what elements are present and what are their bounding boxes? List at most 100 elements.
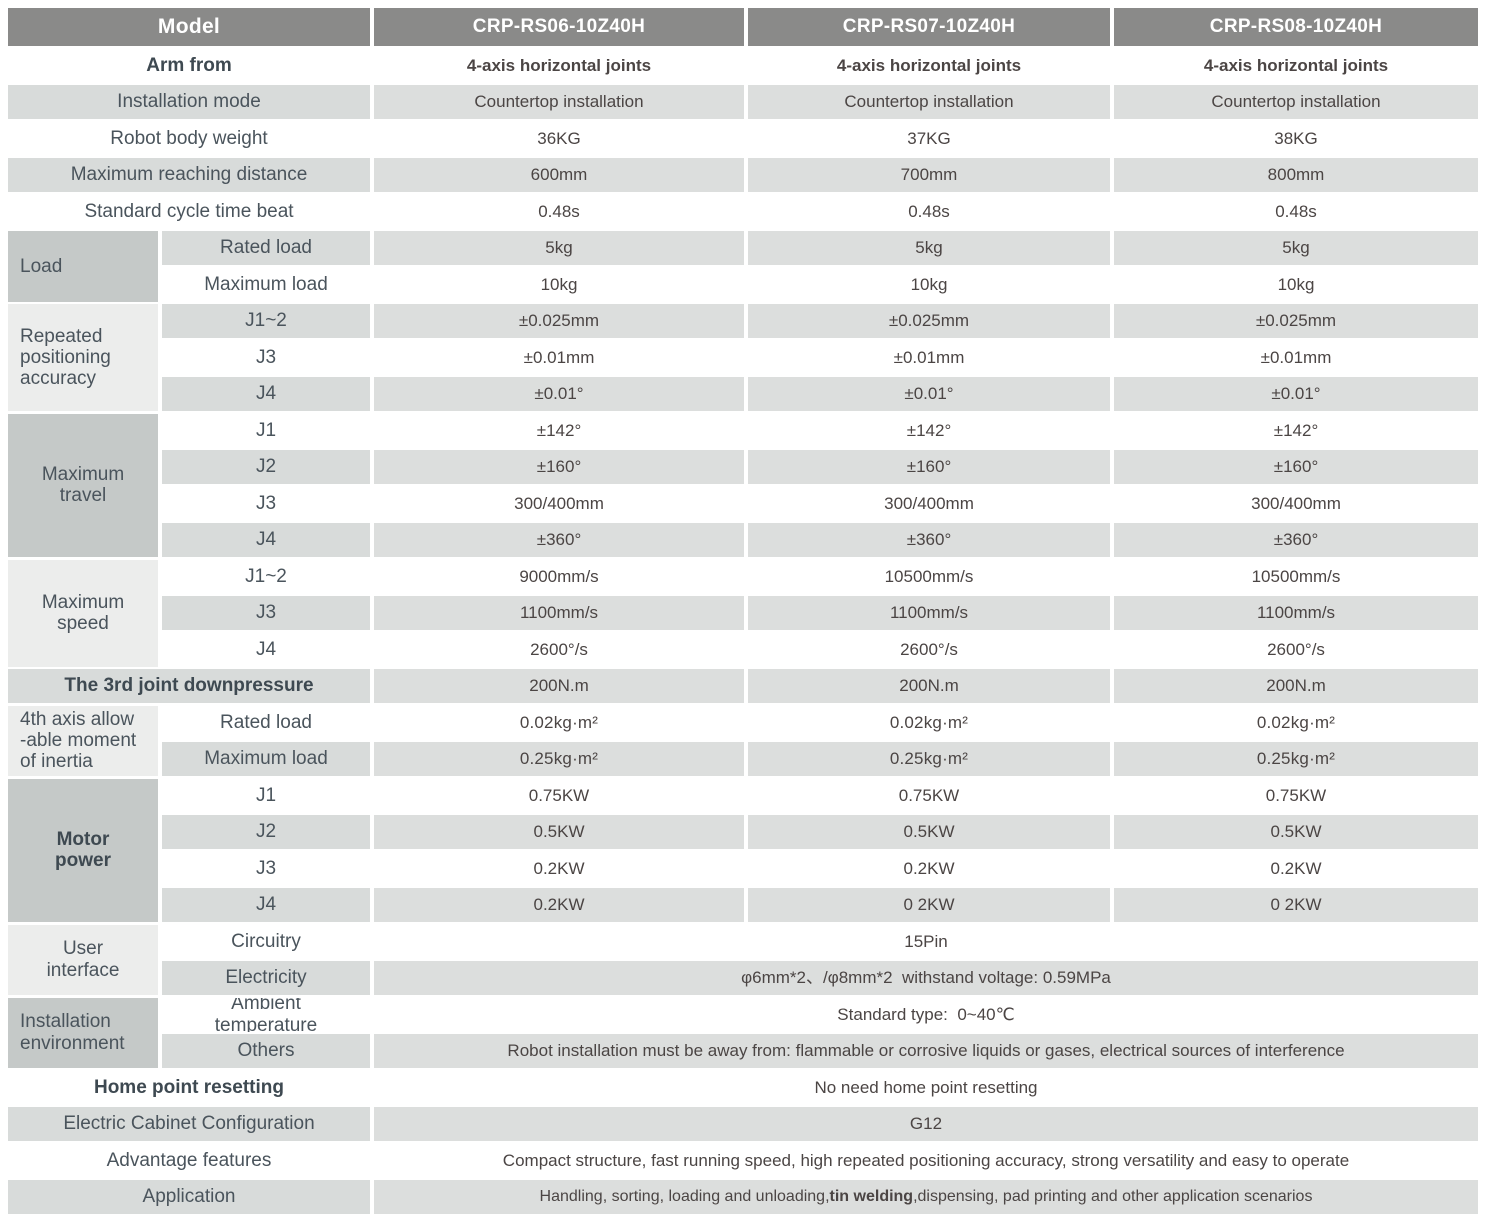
motor-j1-value: 0.75KW — [374, 778, 744, 813]
motor-j4-label: J4 — [162, 888, 370, 922]
electricity-value: φ6mm*2、/φ8mm*2 withstand voltage: 0.59MP… — [374, 961, 1478, 995]
accuracy-group-label: Repeated positioning accuracy — [8, 304, 158, 411]
accuracy-j1-2-label: J1~2 — [162, 304, 370, 338]
home-point-label: Home point resetting — [8, 1070, 370, 1105]
speed-group-label: Maximum speed — [8, 559, 158, 667]
user-interface-group-label: User interface — [8, 924, 158, 995]
installation-mode-value: Countertop installation — [748, 85, 1110, 119]
others-value: Robot installation must be away from: fl… — [374, 1034, 1478, 1068]
inertia-rated-value: 0.02kg·m² — [748, 705, 1110, 740]
accuracy-j1-2-value: ±0.025mm — [374, 304, 744, 338]
travel-j4-value: ±360° — [1114, 523, 1478, 557]
accuracy-j3-label: J3 — [162, 340, 370, 375]
model-header-label: Model — [8, 8, 370, 46]
motor-j2-value: 0.5KW — [1114, 815, 1478, 849]
inertia-maximum-label: Maximum load — [162, 742, 370, 776]
ambient-temperature-value: Standard type: 0~40℃ — [374, 997, 1478, 1032]
downpressure-value: 200N.m — [1114, 669, 1478, 703]
accuracy-j4-value: ±0.01° — [1114, 377, 1478, 411]
inertia-rated-label: Rated load — [162, 705, 370, 740]
inertia-maximum-value: 0.25kg·m² — [374, 742, 744, 776]
motor-j3-value: 0.2KW — [1114, 851, 1478, 886]
max-reaching-distance-value: 600mm — [374, 158, 744, 192]
speed-j4-value: 2600°/s — [1114, 632, 1478, 667]
speed-j3-value: 1100mm/s — [374, 596, 744, 630]
travel-j2-value: ±160° — [1114, 450, 1478, 484]
application-label: Application — [8, 1180, 370, 1214]
accuracy-j1-2-value: ±0.025mm — [748, 304, 1110, 338]
accuracy-j4-value: ±0.01° — [748, 377, 1110, 411]
downpressure-value: 200N.m — [748, 669, 1110, 703]
speed-j4-value: 2600°/s — [374, 632, 744, 667]
electricity-label: Electricity — [162, 961, 370, 995]
speed-j4-value: 2600°/s — [748, 632, 1110, 667]
model-name-column-header: CRP-RS08-10Z40H — [1114, 8, 1478, 46]
travel-j2-label: J2 — [162, 450, 370, 484]
downpressure-value: 200N.m — [374, 669, 744, 703]
travel-j1-value: ±142° — [1114, 413, 1478, 448]
model-name-column-header: CRP-RS07-10Z40H — [748, 8, 1110, 46]
cycle-time-label: Standard cycle time beat — [8, 194, 370, 229]
maximum-load-label: Maximum load — [162, 267, 370, 302]
travel-j4-value: ±360° — [748, 523, 1110, 557]
robot-body-weight-value: 38KG — [1114, 121, 1478, 156]
inertia-maximum-value: 0.25kg·m² — [1114, 742, 1478, 776]
maximum-load-value: 10kg — [748, 267, 1110, 302]
travel-j4-label: J4 — [162, 523, 370, 557]
motor-j2-label: J2 — [162, 815, 370, 849]
installation-mode-value: Countertop installation — [374, 85, 744, 119]
arm-from-label: Arm from — [8, 48, 370, 83]
ambient-temperature-label: Ambient temperature — [162, 997, 370, 1032]
accuracy-j3-value: ±0.01mm — [748, 340, 1110, 375]
downpressure-label: The 3rd joint downpressure — [8, 669, 370, 703]
inertia-maximum-value: 0.25kg·m² — [748, 742, 1110, 776]
advantage-label: Advantage features — [8, 1143, 370, 1178]
max-reaching-distance-value: 800mm — [1114, 158, 1478, 192]
speed-j1-2-value: 10500mm/s — [748, 559, 1110, 594]
circuitry-label: Circuitry — [162, 924, 370, 959]
travel-j3-value: 300/400mm — [748, 486, 1110, 521]
application-text-bold: tin welding — [829, 1188, 914, 1206]
motor-j4-value: 0 2KW — [1114, 888, 1478, 922]
application-text-pre: Handling, sorting, loading and unloading… — [539, 1188, 830, 1206]
motor-j1-value: 0.75KW — [748, 778, 1110, 813]
installation-mode-label: Installation mode — [8, 85, 370, 119]
circuitry-value: 15Pin — [374, 924, 1478, 959]
application-text-post: ,dispensing, pad printing and other appl… — [913, 1188, 1313, 1206]
travel-group-label: Maximum travel — [8, 413, 158, 557]
robot-body-weight-value: 36KG — [374, 121, 744, 156]
rated-load-value: 5kg — [1114, 231, 1478, 265]
motor-j4-value: 0.2KW — [374, 888, 744, 922]
maximum-load-value: 10kg — [1114, 267, 1478, 302]
rated-load-value: 5kg — [748, 231, 1110, 265]
speed-j3-label: J3 — [162, 596, 370, 630]
accuracy-j3-value: ±0.01mm — [374, 340, 744, 375]
accuracy-j1-2-value: ±0.025mm — [1114, 304, 1478, 338]
cycle-time-value: 0.48s — [1114, 194, 1478, 229]
speed-j3-value: 1100mm/s — [1114, 596, 1478, 630]
cabinet-label: Electric Cabinet Configuration — [8, 1107, 370, 1141]
application-value: Handling, sorting, loading and unloading… — [374, 1180, 1478, 1214]
robot-body-weight-value: 37KG — [748, 121, 1110, 156]
installation-mode-value: Countertop installation — [1114, 85, 1478, 119]
max-reaching-distance-label: Maximum reaching distance — [8, 158, 370, 192]
motor-j3-label: J3 — [162, 851, 370, 886]
maximum-load-value: 10kg — [374, 267, 744, 302]
arm-from-value: 4-axis horizontal joints — [1114, 48, 1478, 83]
speed-j3-value: 1100mm/s — [748, 596, 1110, 630]
motor-j3-value: 0.2KW — [374, 851, 744, 886]
cycle-time-value: 0.48s — [748, 194, 1110, 229]
max-reaching-distance-value: 700mm — [748, 158, 1110, 192]
inertia-rated-value: 0.02kg·m² — [1114, 705, 1478, 740]
rated-load-value: 5kg — [374, 231, 744, 265]
advantage-value: Compact structure, fast running speed, h… — [374, 1143, 1478, 1178]
motor-j4-value: 0 2KW — [748, 888, 1110, 922]
speed-j1-2-value: 10500mm/s — [1114, 559, 1478, 594]
inertia-rated-value: 0.02kg·m² — [374, 705, 744, 740]
accuracy-j3-value: ±0.01mm — [1114, 340, 1478, 375]
travel-j4-value: ±360° — [374, 523, 744, 557]
model-name-column-header: CRP-RS06-10Z40H — [374, 8, 744, 46]
motor-j2-value: 0.5KW — [748, 815, 1110, 849]
travel-j2-value: ±160° — [748, 450, 1110, 484]
accuracy-j4-value: ±0.01° — [374, 377, 744, 411]
